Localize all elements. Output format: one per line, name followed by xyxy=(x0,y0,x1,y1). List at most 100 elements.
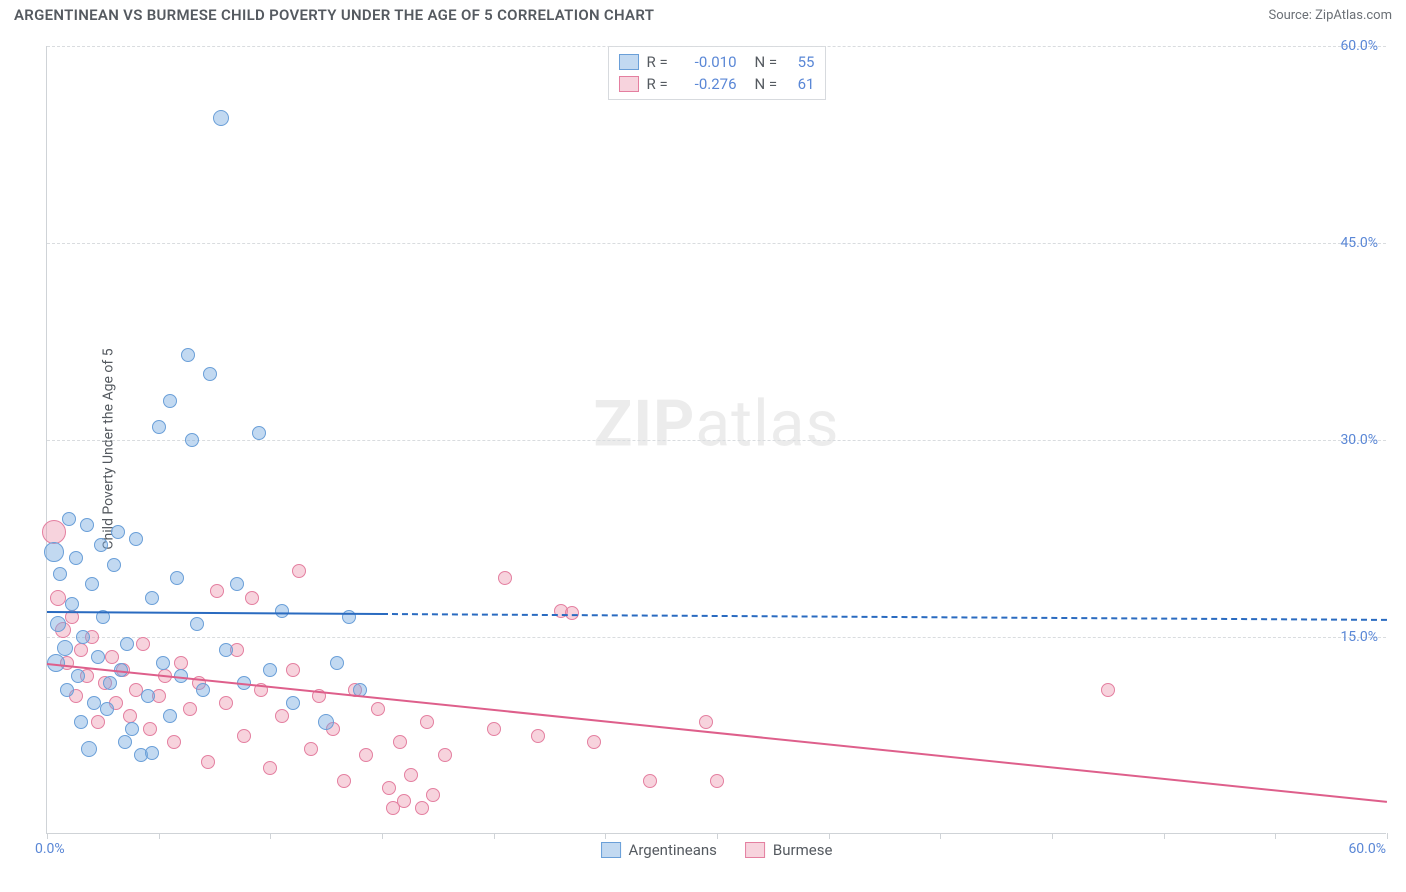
x-tick-mark xyxy=(717,833,718,839)
data-point xyxy=(371,702,385,716)
x-tick-mark xyxy=(382,833,383,839)
x-tick-mark xyxy=(605,833,606,839)
data-point xyxy=(50,616,66,632)
data-point xyxy=(710,774,724,788)
data-point xyxy=(201,755,215,769)
plot-area: ZIPatlas R =-0.010N =55R =-0.276N =61 Ar… xyxy=(46,46,1386,834)
data-point xyxy=(304,742,318,756)
data-point xyxy=(210,584,224,598)
data-point xyxy=(330,656,344,670)
data-point xyxy=(213,110,229,126)
data-point xyxy=(141,689,155,703)
data-point xyxy=(111,525,125,539)
data-point xyxy=(438,748,452,762)
gridline xyxy=(47,440,1386,441)
data-point xyxy=(415,801,429,815)
data-point xyxy=(181,348,195,362)
legend-n-label: N = xyxy=(755,53,781,71)
legend-n-label: N = xyxy=(755,75,781,93)
data-point xyxy=(145,591,159,605)
data-point xyxy=(71,669,85,683)
legend-n-value: 61 xyxy=(789,75,815,93)
data-point xyxy=(136,637,150,651)
data-point xyxy=(167,735,181,749)
legend-item: Argentineans xyxy=(601,841,717,859)
data-point xyxy=(91,650,105,664)
data-point xyxy=(42,520,66,544)
data-point xyxy=(203,367,217,381)
x-tick-mark xyxy=(159,833,160,839)
data-point xyxy=(107,558,121,572)
series-legend: Argentineans Burmese xyxy=(601,841,833,859)
data-point xyxy=(426,788,440,802)
data-point xyxy=(286,663,300,677)
data-point xyxy=(57,640,73,656)
data-point xyxy=(163,709,177,723)
data-point xyxy=(252,426,266,440)
data-point xyxy=(74,715,88,729)
legend-row: R = -0.010 N = 55 xyxy=(619,51,815,73)
x-tick-mark xyxy=(1275,833,1276,839)
x-tick-mark xyxy=(829,833,830,839)
x-tick-mark xyxy=(47,833,48,839)
data-point xyxy=(81,741,97,757)
data-point xyxy=(487,722,501,736)
data-point xyxy=(643,774,657,788)
legend-n-value: 55 xyxy=(789,53,815,71)
data-point xyxy=(80,518,94,532)
y-tick-label: 45.0% xyxy=(1340,235,1378,251)
data-point xyxy=(94,538,108,552)
watermark: ZIPatlas xyxy=(594,386,840,461)
data-point xyxy=(174,656,188,670)
chart-title: ARGENTINEAN VS BURMESE CHILD POVERTY UND… xyxy=(14,6,654,24)
data-point xyxy=(118,735,132,749)
legend-swatch xyxy=(619,76,639,92)
gridline xyxy=(47,243,1386,244)
data-point xyxy=(397,794,411,808)
data-point xyxy=(103,676,117,690)
data-point xyxy=(263,663,277,677)
legend-r-value: -0.276 xyxy=(681,75,737,93)
data-point xyxy=(420,715,434,729)
legend-label: Argentineans xyxy=(629,841,717,859)
y-tick-label: 60.0% xyxy=(1340,38,1378,54)
x-axis-max-label: 60.0% xyxy=(1348,841,1386,857)
x-tick-mark xyxy=(1052,833,1053,839)
data-point xyxy=(125,722,139,736)
trend-line-extension xyxy=(382,613,1387,621)
data-point xyxy=(237,729,251,743)
data-point xyxy=(219,643,233,657)
data-point xyxy=(163,394,177,408)
legend-r-label: R = xyxy=(647,53,673,71)
data-point xyxy=(404,768,418,782)
data-point xyxy=(286,696,300,710)
data-point xyxy=(531,729,545,743)
legend-item: Burmese xyxy=(745,841,833,859)
x-tick-mark xyxy=(270,833,271,839)
y-tick-label: 15.0% xyxy=(1340,629,1378,645)
x-tick-mark xyxy=(1387,833,1388,839)
data-point xyxy=(359,748,373,762)
data-point xyxy=(53,567,67,581)
data-point xyxy=(85,577,99,591)
data-point xyxy=(152,420,166,434)
legend-swatch xyxy=(619,54,639,70)
source-attribution: Source: ZipAtlas.com xyxy=(1268,8,1392,23)
x-tick-mark xyxy=(494,833,495,839)
data-point xyxy=(245,591,259,605)
data-point xyxy=(337,774,351,788)
data-point xyxy=(100,702,114,716)
data-point xyxy=(74,643,88,657)
data-point xyxy=(1101,683,1115,697)
data-point xyxy=(275,604,289,618)
data-point xyxy=(62,512,76,526)
correlation-legend: R = -0.010 N = 55 R = -0.276 N = 61 xyxy=(608,46,826,100)
data-point xyxy=(129,532,143,546)
data-point xyxy=(190,617,204,631)
data-point xyxy=(156,656,170,670)
legend-r-label: R = xyxy=(647,75,673,93)
data-point xyxy=(69,551,83,565)
data-point xyxy=(87,696,101,710)
legend-swatch xyxy=(745,842,765,858)
legend-r-value: -0.010 xyxy=(681,53,737,71)
